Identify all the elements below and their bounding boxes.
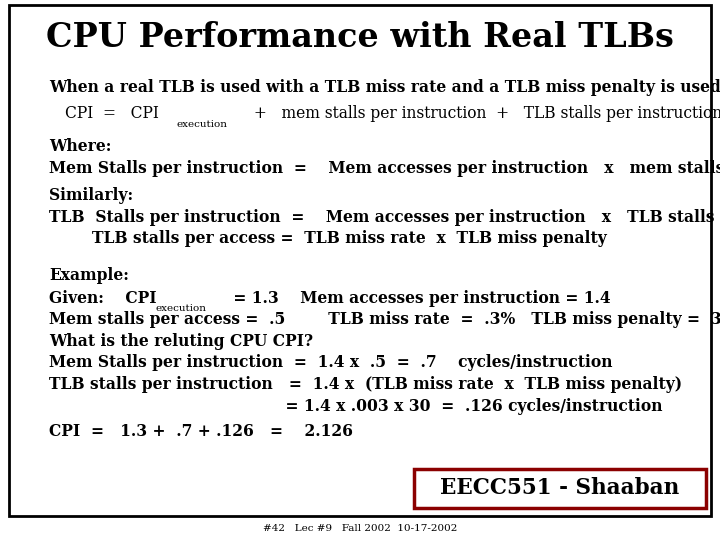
Text: CPI  =   1.3 +  .7 + .126   =    2.126: CPI = 1.3 + .7 + .126 = 2.126 bbox=[49, 423, 353, 441]
FancyBboxPatch shape bbox=[9, 5, 711, 516]
Text: execution: execution bbox=[176, 120, 228, 129]
Text: What is the reluting CPU CPI?: What is the reluting CPU CPI? bbox=[49, 333, 313, 350]
Text: Similarly:: Similarly: bbox=[49, 187, 133, 204]
Text: = 1.3    Mem accesses per instruction = 1.4: = 1.3 Mem accesses per instruction = 1.4 bbox=[228, 289, 610, 307]
Text: Mem Stalls per instruction  =  1.4 x  .5  =  .7    cycles/instruction: Mem Stalls per instruction = 1.4 x .5 = … bbox=[49, 354, 613, 372]
Text: +   mem stalls per instruction  +   TLB stalls per instruction: + mem stalls per instruction + TLB stall… bbox=[249, 105, 720, 122]
Text: Where:: Where: bbox=[49, 138, 112, 156]
Text: TLB  Stalls per instruction  =    Mem accesses per instruction   x   TLB stalls : TLB Stalls per instruction = Mem accesse… bbox=[49, 208, 720, 226]
Text: CPI  =   CPI: CPI = CPI bbox=[65, 105, 158, 122]
Text: execution: execution bbox=[156, 305, 207, 313]
Text: = 1.4 x .003 x 30  =  .126 cycles/instruction: = 1.4 x .003 x 30 = .126 cycles/instruct… bbox=[49, 397, 662, 415]
Text: Given:    CPI: Given: CPI bbox=[49, 289, 156, 307]
Text: CPU Performance with Real TLBs: CPU Performance with Real TLBs bbox=[46, 21, 674, 55]
Text: Mem Stalls per instruction  =    Mem accesses per instruction   x   mem stalls p: Mem Stalls per instruction = Mem accesse… bbox=[49, 160, 720, 177]
FancyBboxPatch shape bbox=[414, 469, 706, 508]
Text: Mem stalls per access =  .5        TLB miss rate  =  .3%   TLB miss penalty =  3: Mem stalls per access = .5 TLB miss rate… bbox=[49, 311, 720, 328]
Text: TLB stalls per access =  TLB miss rate  x  TLB miss penalty: TLB stalls per access = TLB miss rate x … bbox=[49, 230, 607, 247]
Text: When a real TLB is used with a TLB miss rate and a TLB miss penalty is used:: When a real TLB is used with a TLB miss … bbox=[49, 79, 720, 96]
Text: Example:: Example: bbox=[49, 267, 129, 284]
Text: #42   Lec #9   Fall 2002  10-17-2002: #42 Lec #9 Fall 2002 10-17-2002 bbox=[263, 524, 457, 532]
Text: EECC551 - Shaaban: EECC551 - Shaaban bbox=[440, 477, 680, 499]
Text: TLB stalls per instruction   =  1.4 x  (TLB miss rate  x  TLB miss penalty): TLB stalls per instruction = 1.4 x (TLB … bbox=[49, 376, 682, 393]
